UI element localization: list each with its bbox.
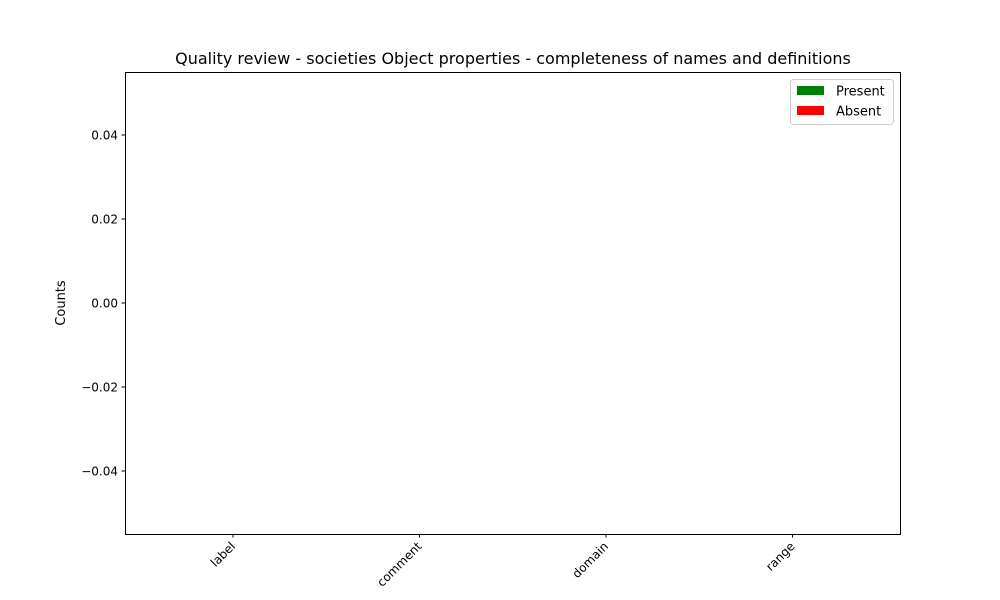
y-tick-label: 0.04 (91, 129, 118, 143)
x-axis: label comment domain range (208, 534, 798, 589)
legend-swatch-absent (797, 106, 824, 115)
y-tick-label: 0.00 (91, 297, 118, 311)
y-tick-label: 0.02 (91, 213, 118, 227)
axes-frame (125, 72, 901, 535)
y-tick-label: −0.02 (81, 381, 118, 395)
legend-swatch-present (797, 86, 824, 95)
x-tick-label-range: range (763, 539, 798, 574)
legend-label-present: Present (836, 85, 885, 100)
y-tick-label: −0.04 (81, 465, 118, 479)
y-axis: 0.04 0.02 0.00 −0.02 −0.04 (81, 129, 125, 479)
x-tick-label-domain: domain (569, 539, 611, 581)
y-axis-label: Counts (54, 280, 69, 326)
x-tick-label-comment: comment (374, 539, 424, 589)
legend-label-absent: Absent (836, 105, 881, 120)
legend: Present Absent (790, 79, 894, 125)
chart-title: Quality review - societies Object proper… (175, 49, 851, 68)
x-tick-label-label: label (208, 539, 238, 569)
